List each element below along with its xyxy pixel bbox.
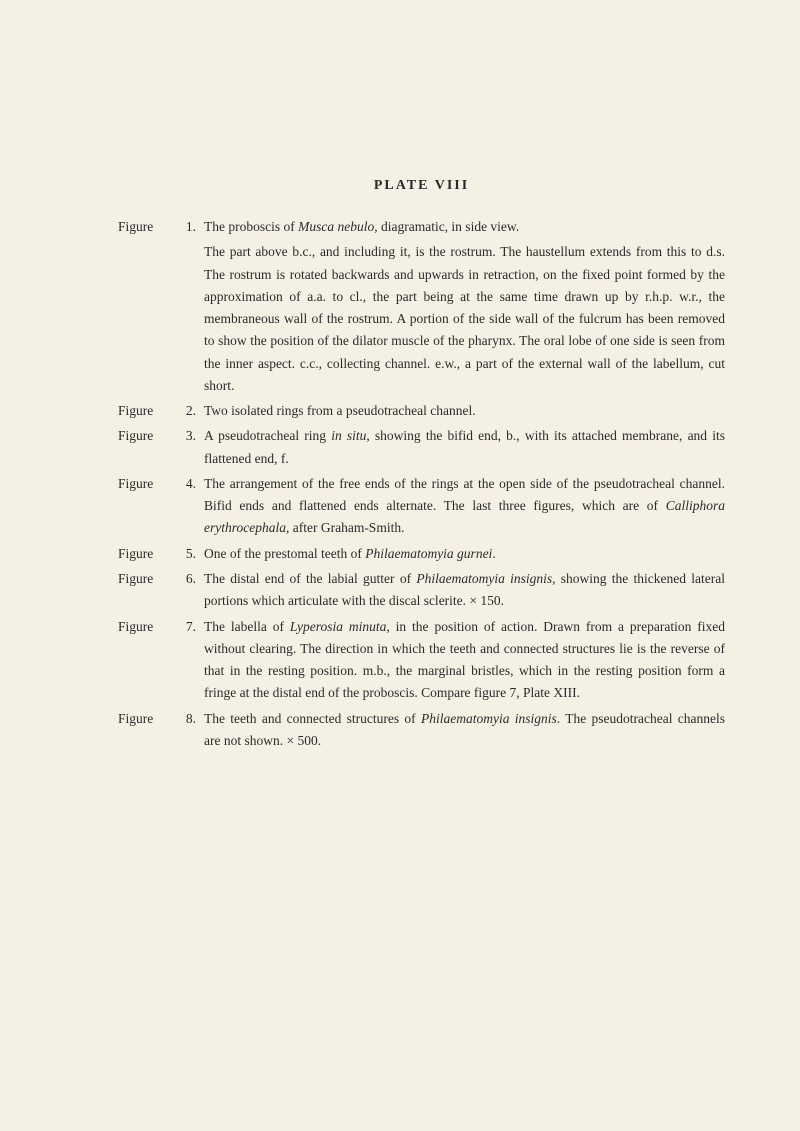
figure-description: The labella of Lyperosia minuta, in the … bbox=[204, 616, 725, 705]
figure-description: The proboscis of Musca nebulo, diagramat… bbox=[204, 216, 725, 238]
figure-number: 1. bbox=[182, 216, 204, 238]
plate-title: PLATE VIII bbox=[118, 178, 725, 194]
figure-number bbox=[182, 241, 204, 397]
figure-label: Figure bbox=[118, 400, 182, 422]
figure-number: 8. bbox=[182, 708, 204, 753]
figure-label: Figure bbox=[118, 216, 182, 238]
entries-list: Figure1.The proboscis of Musca nebulo, d… bbox=[118, 216, 725, 752]
figure-description: The teeth and connected structures of Ph… bbox=[204, 708, 725, 753]
figure-entry: Figure3.A pseudotracheal ring in situ, s… bbox=[118, 425, 725, 470]
figure-label: Figure bbox=[118, 473, 182, 540]
figure-number: 3. bbox=[182, 425, 204, 470]
figure-description: Two isolated rings from a pseudotracheal… bbox=[204, 400, 725, 422]
figure-label: Figure bbox=[118, 616, 182, 705]
figure-description: The arrangement of the free ends of the … bbox=[204, 473, 725, 540]
figure-number: 7. bbox=[182, 616, 204, 705]
figure-number: 2. bbox=[182, 400, 204, 422]
figure-entry: Figure5.One of the prestomal teeth of Ph… bbox=[118, 543, 725, 565]
figure-entry: The part above b.c., and including it, i… bbox=[118, 241, 725, 397]
figure-entry: Figure2.Two isolated rings from a pseudo… bbox=[118, 400, 725, 422]
figure-description: A pseudotracheal ring in situ, showing t… bbox=[204, 425, 725, 470]
figure-label: Figure bbox=[118, 708, 182, 753]
figure-number: 5. bbox=[182, 543, 204, 565]
figure-label: Figure bbox=[118, 543, 182, 565]
figure-entry: Figure6.The distal end of the labial gut… bbox=[118, 568, 725, 613]
figure-label: Figure bbox=[118, 425, 182, 470]
figure-entry: Figure4.The arrangement of the free ends… bbox=[118, 473, 725, 540]
figure-entry: Figure8.The teeth and connected structur… bbox=[118, 708, 725, 753]
figure-description: The part above b.c., and including it, i… bbox=[204, 241, 725, 397]
figure-label bbox=[118, 241, 182, 397]
figure-number: 4. bbox=[182, 473, 204, 540]
figure-description: One of the prestomal teeth of Philaemato… bbox=[204, 543, 725, 565]
figure-entry: Figure1.The proboscis of Musca nebulo, d… bbox=[118, 216, 725, 238]
figure-label: Figure bbox=[118, 568, 182, 613]
figure-number: 6. bbox=[182, 568, 204, 613]
figure-entry: Figure7.The labella of Lyperosia minuta,… bbox=[118, 616, 725, 705]
figure-description: The distal end of the labial gutter of P… bbox=[204, 568, 725, 613]
